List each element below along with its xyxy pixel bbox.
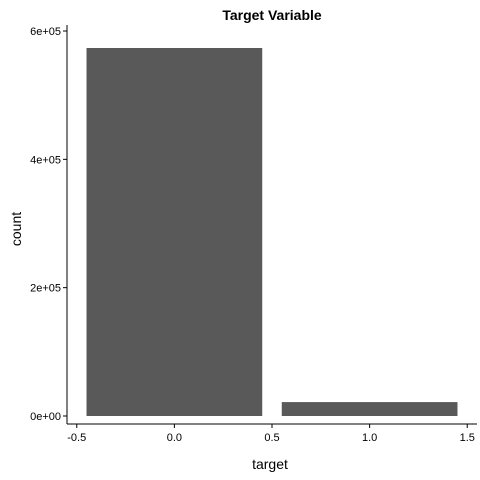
x-axis-ticks: -0.5 0.0 0.5 1.0 1.5	[67, 424, 475, 444]
x-tick-label-0: -0.5	[67, 432, 86, 444]
bar-1	[281, 402, 458, 416]
bar-0	[86, 47, 263, 417]
x-tick-label-3: 1.0	[362, 432, 377, 444]
y-tick-label-2: 4e+05	[30, 154, 61, 166]
x-tick-label-1: 0.0	[167, 432, 182, 444]
y-tick-label-1: 2e+05	[30, 283, 61, 295]
bars-group	[86, 47, 458, 417]
y-axis-ticks: 0e+00 2e+05 4e+05 6e+05	[30, 26, 67, 423]
x-tick-label-2: 0.5	[264, 432, 279, 444]
chart-title: Target Variable	[222, 7, 322, 23]
x-tick-label-4: 1.5	[460, 432, 475, 444]
x-axis-label: target	[252, 456, 288, 472]
y-tick-label-0: 0e+00	[30, 411, 61, 423]
y-tick-label-3: 6e+05	[30, 26, 61, 38]
y-axis-label: count	[8, 212, 24, 246]
